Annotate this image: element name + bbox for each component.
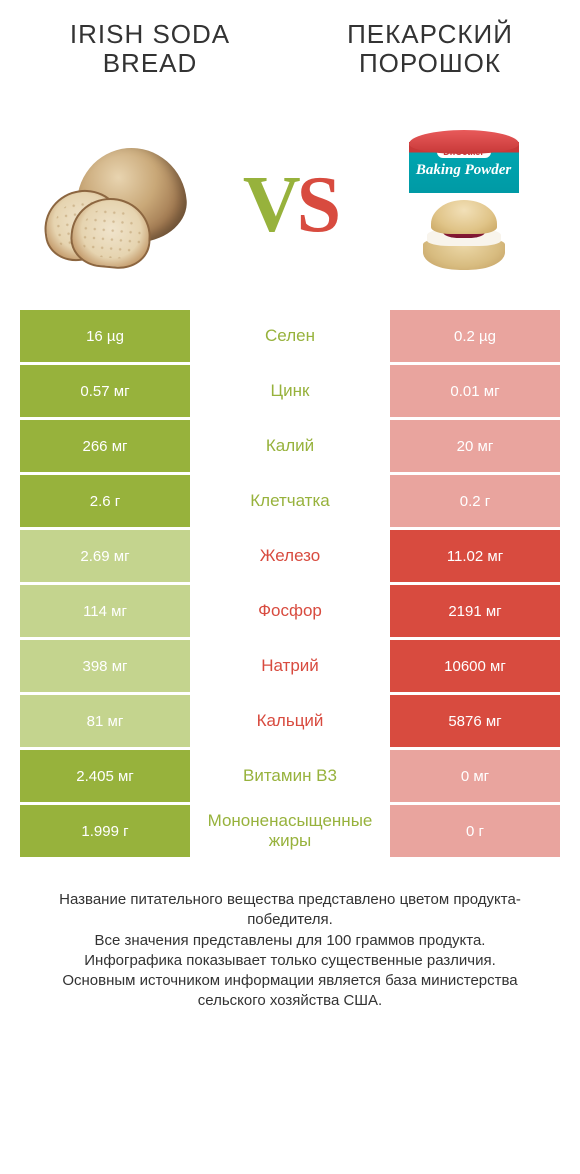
row-left-value: 81 мг: [20, 695, 190, 747]
right-product-image: Dr.Oetker Baking Powder: [347, 130, 580, 280]
row-right-value: 0 мг: [390, 750, 560, 802]
left-product-image: [0, 140, 233, 270]
table-row: 114 мгФосфор2191 мг: [20, 585, 560, 637]
right-title-line2: ПОРОШОК: [290, 49, 570, 78]
row-right-value: 0 г: [390, 805, 560, 857]
row-left-value: 2.405 мг: [20, 750, 190, 802]
footer-line-4: Основным источником информации является …: [30, 971, 550, 1012]
row-nutrient-label: Мононенасыщенные жиры: [190, 805, 390, 857]
table-row: 2.6 гКлетчатка0.2 г: [20, 475, 560, 527]
row-nutrient-label: Цинк: [190, 365, 390, 417]
row-right-value: 0.01 мг: [390, 365, 560, 417]
row-right-value: 10600 мг: [390, 640, 560, 692]
row-left-value: 1.999 г: [20, 805, 190, 857]
row-right-value: 5876 мг: [390, 695, 560, 747]
row-nutrient-label: Клетчатка: [190, 475, 390, 527]
row-left-value: 2.69 мг: [20, 530, 190, 582]
row-right-value: 20 мг: [390, 420, 560, 472]
comparison-table: 16 µgСелен0.2 µg0.57 мгЦинк0.01 мг266 мг…: [0, 310, 580, 857]
row-nutrient-label: Натрий: [190, 640, 390, 692]
bread-icon: [36, 140, 196, 270]
footer-notes: Название питательного вещества представл…: [0, 860, 580, 1012]
baking-powder-can-icon: Dr.Oetker Baking Powder: [399, 130, 529, 280]
row-right-value: 2191 мг: [390, 585, 560, 637]
table-row: 266 мгКалий20 мг: [20, 420, 560, 472]
product-images-row: VS Dr.Oetker Baking Powder: [0, 110, 580, 300]
footer-line-2: Все значения представлены для 100 граммо…: [30, 931, 550, 951]
table-row: 2.69 мгЖелезо11.02 мг: [20, 530, 560, 582]
row-left-value: 266 мг: [20, 420, 190, 472]
row-right-value: 11.02 мг: [390, 530, 560, 582]
row-nutrient-label: Витамин B3: [190, 750, 390, 802]
right-title-line1: ПЕКАРСКИЙ: [290, 20, 570, 49]
table-row: 16 µgСелен0.2 µg: [20, 310, 560, 362]
left-title-line1: IRISH SODA: [10, 20, 290, 49]
footer-line-3: Инфографика показывает только существенн…: [30, 951, 550, 971]
row-left-value: 2.6 г: [20, 475, 190, 527]
row-left-value: 0.57 мг: [20, 365, 190, 417]
table-row: 1.999 гМононенасыщенные жиры0 г: [20, 805, 560, 857]
vs-label: VS: [243, 160, 337, 251]
table-row: 2.405 мгВитамин B30 мг: [20, 750, 560, 802]
row-left-value: 114 мг: [20, 585, 190, 637]
header-titles: IRISH SODA BREAD ПЕКАРСКИЙ ПОРОШОК: [0, 0, 580, 110]
row-right-value: 0.2 г: [390, 475, 560, 527]
row-nutrient-label: Селен: [190, 310, 390, 362]
row-nutrient-label: Калий: [190, 420, 390, 472]
row-right-value: 0.2 µg: [390, 310, 560, 362]
row-nutrient-label: Кальций: [190, 695, 390, 747]
right-product-title: ПЕКАРСКИЙ ПОРОШОК: [290, 20, 570, 100]
table-row: 81 мгКальций5876 мг: [20, 695, 560, 747]
row-nutrient-label: Железо: [190, 530, 390, 582]
vs-s: S: [297, 161, 338, 249]
row-nutrient-label: Фосфор: [190, 585, 390, 637]
can-title: Baking Powder: [409, 162, 519, 179]
footer-line-1: Название питательного вещества представл…: [30, 890, 550, 931]
row-left-value: 16 µg: [20, 310, 190, 362]
left-product-title: IRISH SODA BREAD: [10, 20, 290, 100]
vs-v: V: [243, 161, 297, 249]
row-left-value: 398 мг: [20, 640, 190, 692]
table-row: 0.57 мгЦинк0.01 мг: [20, 365, 560, 417]
table-row: 398 мгНатрий10600 мг: [20, 640, 560, 692]
left-title-line2: BREAD: [10, 49, 290, 78]
